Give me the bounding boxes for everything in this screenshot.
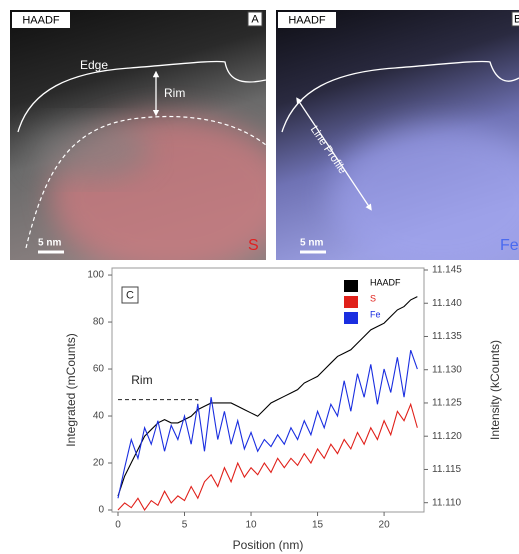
y-tick-label: 20: [93, 458, 105, 469]
panel-label: HAADF: [22, 14, 60, 26]
y2-tick-label: 11.140: [432, 298, 462, 309]
edge-label: Edge: [80, 58, 108, 72]
panel-letter: C: [126, 289, 134, 301]
label-box: [278, 12, 336, 28]
letter-box: [511, 11, 519, 27]
letter-box: [121, 286, 139, 304]
y-tick-label: 80: [93, 317, 105, 328]
legend-label: S: [370, 293, 376, 303]
y2-tick-label: 11.130: [432, 364, 462, 375]
y-tick-label: 40: [93, 411, 105, 422]
panel-letter: B: [514, 13, 519, 25]
legend-swatch: [344, 296, 358, 308]
scale-label: 5 nm: [38, 238, 61, 249]
fe-signal: [330, 125, 519, 260]
annotation: Rim: [131, 373, 152, 387]
panel-label: HAADF: [288, 14, 326, 26]
scale-label: 5 nm: [300, 238, 323, 249]
panel-b: [276, 10, 519, 260]
legend-label: HAADF: [370, 277, 401, 287]
element-label: Fe: [500, 237, 519, 254]
panel-a: [10, 10, 266, 260]
y2-axis-title: Intensity (kCounts): [488, 340, 502, 440]
series-line: [117, 350, 418, 499]
legend-swatch: [344, 280, 358, 292]
x-tick-label: 10: [245, 520, 257, 531]
panel-letter: A: [251, 13, 259, 25]
x-axis-title: Position (nm): [233, 538, 304, 552]
edge-line: [281, 60, 519, 133]
element-label: S: [248, 237, 259, 254]
edge-line: [17, 60, 266, 133]
x-tick-label: 5: [182, 520, 188, 531]
y2-tick-label: 11.120: [432, 431, 462, 442]
plot-area: [111, 267, 425, 513]
y-tick-label: 0: [98, 505, 104, 516]
profile-arrow: [296, 97, 372, 211]
series-line: [117, 296, 418, 497]
letter-box: [247, 11, 263, 27]
y2-tick-label: 11.135: [432, 331, 462, 342]
y-tick-label: 100: [87, 270, 104, 281]
rim-region: [30, 120, 150, 180]
rim-label: Rim: [164, 86, 185, 100]
chart: C Position (nm) Integrated (mCounts) Int…: [64, 265, 502, 553]
y2-tick-label: 11.110: [432, 497, 462, 508]
series-line: [117, 402, 418, 512]
label-box: [12, 12, 70, 28]
y2-tick-label: 11.145: [432, 265, 462, 276]
legend-swatch: [344, 312, 358, 324]
x-tick-label: 20: [379, 520, 391, 531]
y-tick-label: 60: [93, 364, 105, 375]
legend-label: Fe: [370, 309, 381, 319]
y2-tick-label: 11.125: [432, 398, 462, 409]
x-tick-label: 0: [115, 520, 121, 531]
x-tick-label: 15: [312, 520, 324, 531]
y2-tick-label: 11.115: [432, 464, 462, 475]
y-axis-title: Integrated (mCounts): [64, 333, 78, 446]
rim-boundary: [25, 115, 266, 249]
